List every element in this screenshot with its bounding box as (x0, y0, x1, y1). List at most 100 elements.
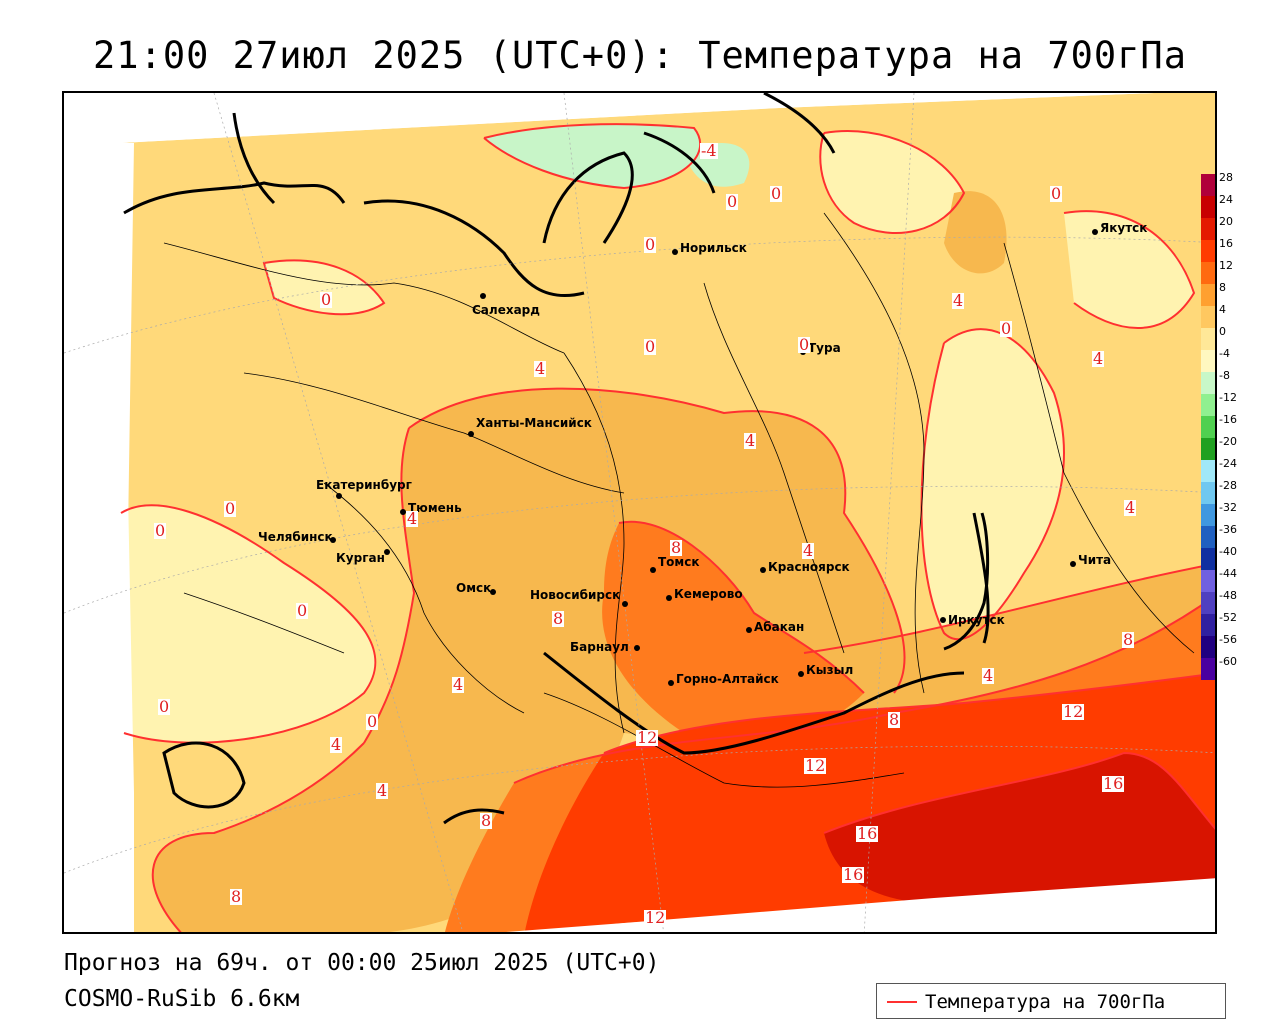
colorbar-segment (1201, 416, 1215, 438)
city-tomsk: Томск (658, 555, 700, 569)
city-norilsk: Норильск (680, 241, 747, 255)
city-dot-salekhard (480, 293, 486, 299)
city-yakutsk: Якутск (1100, 221, 1148, 235)
city-dot-tyumen (400, 509, 406, 515)
isotherms (120, 123, 1215, 932)
colorbar-tick-label: 12 (1219, 259, 1233, 272)
city-dot-irkutsk (940, 617, 946, 623)
contour-label: 8 (230, 887, 243, 906)
contour-label: 0 (726, 192, 739, 211)
city-dot-yakutsk (1092, 229, 1098, 235)
colorbar-segment (1201, 174, 1215, 196)
colorbar-tick-label: -8 (1219, 369, 1230, 382)
city-kurgan: Курган (336, 551, 385, 565)
contour-label: 8 (552, 609, 565, 628)
contour-label: 0 (154, 521, 167, 540)
city-salekhard: Салехард (472, 303, 540, 317)
map-field (64, 93, 1215, 932)
city-dot-tomsk (650, 567, 656, 573)
contour-label: 0 (366, 712, 379, 731)
city-irkutsk: Иркутск (948, 613, 1005, 627)
colorbar-segment (1201, 306, 1215, 328)
colorbar-tick-label: 0 (1219, 325, 1226, 338)
contour-label: 4 (534, 359, 547, 378)
contour-label: 0 (644, 235, 657, 254)
city-dot-khanty-mansiysk (468, 431, 474, 437)
contour-label: 0 (320, 290, 333, 309)
city-khanty-mansiysk: Ханты-Мансийск (476, 416, 592, 430)
colorbar-segment (1201, 570, 1215, 592)
contour-label: 16 (842, 865, 865, 884)
colorbar-tick-label: -60 (1219, 655, 1237, 668)
contour-label: 4 (330, 735, 343, 754)
contour-label: 4 (802, 541, 815, 560)
colorbar-segment (1201, 438, 1215, 460)
contour-label: 0 (296, 601, 309, 620)
zone-8-12 (602, 521, 864, 741)
colorbar-segment (1201, 372, 1215, 394)
contour-label: 4 (982, 666, 995, 685)
contour-label: 12 (644, 908, 667, 927)
contour-label: 4 (744, 431, 757, 450)
contour-label: 4 (452, 675, 465, 694)
colorbar-tick-label: -16 (1219, 413, 1237, 426)
city-omsk: Омск (456, 581, 492, 595)
city-novosibirsk: Новосибирск (530, 588, 621, 602)
colorbar-tick-label: -36 (1219, 523, 1237, 536)
colorbar-segment (1201, 548, 1215, 570)
city-dot-novosibirsk (622, 601, 628, 607)
colorbar-tick-label: 4 (1219, 303, 1226, 316)
zone-pale-east (921, 329, 1064, 640)
colorbar-tick-label: -56 (1219, 633, 1237, 646)
lat-lon-grid (64, 93, 1215, 932)
contour-label: 4 (406, 509, 419, 528)
contour-label: 4 (952, 291, 965, 310)
forecast-info: Прогноз на 69ч. от 00:00 25июл 2025 (UTC… (64, 950, 660, 976)
colorbar-tick-label: 28 (1219, 171, 1233, 184)
map-title: 21:00 27июл 2025 (UTC+0): Температура на… (93, 34, 1187, 77)
colorbar-segment (1201, 614, 1215, 636)
contour-label: 16 (856, 824, 879, 843)
city-dot-ekaterinburg (336, 493, 342, 499)
contour-label: 4 (376, 781, 389, 800)
colorbar-segment (1201, 196, 1215, 218)
colorbar-segment (1201, 218, 1215, 240)
city-dot-chita (1070, 561, 1076, 567)
colorbar-tick-label: -24 (1219, 457, 1237, 470)
colorbar-tick-label: -32 (1219, 501, 1237, 514)
city-tyumen: Тюмень (408, 501, 462, 515)
contour-label: 12 (636, 728, 659, 747)
city-dot-barnaul (634, 645, 640, 651)
colorbar-segment (1201, 240, 1215, 262)
contour-label: 8 (670, 538, 683, 557)
city-abakan: Абакан (754, 620, 805, 634)
colorbar-tick-label: 8 (1219, 281, 1226, 294)
colorbar-tick-label: -44 (1219, 567, 1237, 580)
zone-4-8-northeast (944, 191, 1007, 274)
legend-line-swatch (887, 1001, 917, 1003)
city-dot-gorno-altaysk (668, 680, 674, 686)
contour-label: 4 (1124, 498, 1137, 517)
temperature-map[interactable]: Якутск Норильск Салехард Тура Ханты-Манс… (62, 91, 1217, 934)
contour-label: 4 (1092, 349, 1105, 368)
outside-west (64, 93, 134, 932)
contour-label: 0 (224, 499, 237, 518)
city-gorno-altaysk: Горно-Алтайск (676, 672, 779, 686)
contour-label: 0 (798, 335, 811, 354)
colorbar-segment (1201, 394, 1215, 416)
zone-cold-green (484, 124, 701, 188)
coastline-borders (123, 93, 990, 825)
colorbar-segment (1201, 526, 1215, 548)
city-chelyabinsk: Челябинск (258, 530, 333, 544)
colorbar-segment (1201, 262, 1215, 284)
colorbar-tick-label: -20 (1219, 435, 1237, 448)
contour-label: 16 (1102, 774, 1125, 793)
contour-label: 12 (1062, 702, 1085, 721)
zone-pale-west (121, 505, 376, 743)
colorbar-segment (1201, 460, 1215, 482)
zone-pale-north (264, 260, 384, 315)
city-dot-norilsk (672, 249, 678, 255)
model-name: COSMO-RuSib 6.6км (64, 986, 300, 1012)
colorbar-tick-label: -48 (1219, 589, 1237, 602)
contour-label: 8 (888, 710, 901, 729)
